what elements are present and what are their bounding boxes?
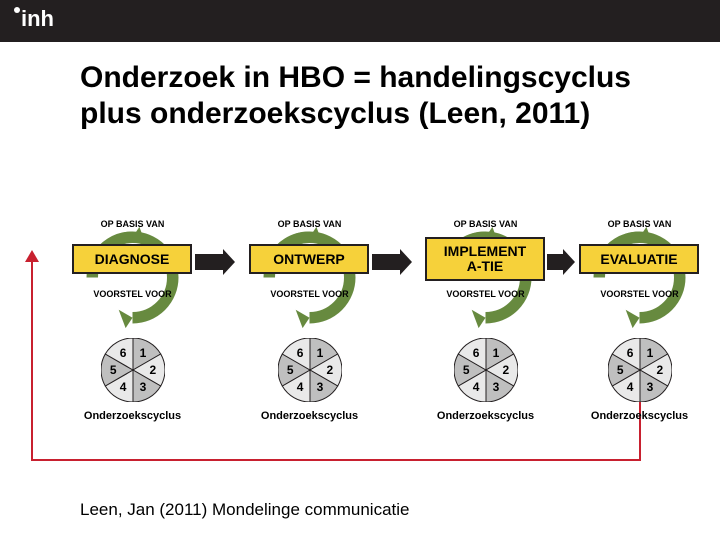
pie-caption: Onderzoekscyclus (55, 410, 210, 422)
svg-text:5: 5 (616, 363, 623, 377)
citation-footer: Leen, Jan (2011) Mondelinge communicatie (80, 500, 410, 520)
pie-group: 123456 Onderzoekscyclus (408, 338, 563, 422)
pie-group: 123456 Onderzoekscyclus (55, 338, 210, 422)
stage-box-text: EVALUATIE (600, 252, 677, 267)
svg-text:6: 6 (472, 346, 479, 360)
svg-text:3: 3 (316, 380, 323, 394)
stage-arrow-icon (547, 254, 565, 270)
stage-box-text: ONTWERP (273, 252, 345, 267)
stage-top-label: OP BASIS VAN (55, 220, 210, 229)
svg-text:4: 4 (472, 380, 479, 394)
stage-box: IMPLEMENT A-TIE (425, 237, 545, 281)
svg-text:5: 5 (462, 363, 469, 377)
stages-row: OP BASIS VAN DIAGNOSE VOORSTEL VOOR 1234… (0, 220, 720, 480)
pie-svg-icon: 123456 (454, 338, 518, 402)
page-title: Onderzoek in HBO = handelingscyclus plus… (80, 60, 660, 132)
pie-caption: Onderzoekscyclus (562, 410, 717, 422)
stage-box: EVALUATIE (579, 244, 699, 274)
pie-svg-icon: 123456 (608, 338, 672, 402)
svg-text:5: 5 (109, 363, 116, 377)
svg-text:6: 6 (296, 346, 303, 360)
stage-top-label: OP BASIS VAN (562, 220, 717, 229)
cycle-arc-icon (252, 220, 367, 335)
logo-dot-icon (14, 7, 20, 13)
svg-text:1: 1 (646, 346, 653, 360)
pie-chart: 123456 (278, 338, 342, 402)
stage-bottom-label: VOORSTEL VOOR (232, 290, 387, 299)
svg-text:6: 6 (626, 346, 633, 360)
svg-text:2: 2 (656, 363, 663, 377)
stage-bottom-label: VOORSTEL VOOR (562, 290, 717, 299)
stage-top-label: OP BASIS VAN (408, 220, 563, 229)
stage-box: ONTWERP (249, 244, 369, 274)
stage-box-text: IMPLEMENT A-TIE (444, 244, 526, 273)
stage-bottom-label: VOORSTEL VOOR (408, 290, 563, 299)
pie-chart: 123456 (454, 338, 518, 402)
svg-text:4: 4 (296, 380, 303, 394)
svg-text:1: 1 (492, 346, 499, 360)
svg-text:2: 2 (326, 363, 333, 377)
stage-arrow-icon (372, 254, 402, 270)
pie-group: 123456 Onderzoekscyclus (232, 338, 387, 422)
pie-chart: 123456 (101, 338, 165, 402)
stage-top-label: OP BASIS VAN (232, 220, 387, 229)
cycle-arc-icon (75, 220, 190, 335)
stage-bottom-label: VOORSTEL VOOR (55, 290, 210, 299)
stage-arrow-icon (195, 254, 225, 270)
svg-text:2: 2 (502, 363, 509, 377)
svg-text:1: 1 (139, 346, 146, 360)
svg-text:4: 4 (626, 380, 633, 394)
pie-svg-icon: 123456 (278, 338, 342, 402)
top-bar: inh (0, 0, 720, 42)
svg-text:3: 3 (139, 380, 146, 394)
logo-text: inh (21, 6, 54, 31)
stage-box-text: DIAGNOSE (95, 252, 170, 267)
pie-caption: Onderzoekscyclus (408, 410, 563, 422)
svg-text:1: 1 (316, 346, 323, 360)
pie-group: 123456 Onderzoekscyclus (562, 338, 717, 422)
svg-text:2: 2 (149, 363, 156, 377)
cycle-arc-icon (582, 220, 697, 335)
svg-text:4: 4 (119, 380, 126, 394)
pie-caption: Onderzoekscyclus (232, 410, 387, 422)
svg-text:5: 5 (286, 363, 293, 377)
svg-text:3: 3 (492, 380, 499, 394)
stage-box: DIAGNOSE (72, 244, 192, 274)
logo: inh (14, 6, 54, 32)
pie-chart: 123456 (608, 338, 672, 402)
svg-text:6: 6 (119, 346, 126, 360)
svg-text:3: 3 (646, 380, 653, 394)
pie-svg-icon: 123456 (101, 338, 165, 402)
